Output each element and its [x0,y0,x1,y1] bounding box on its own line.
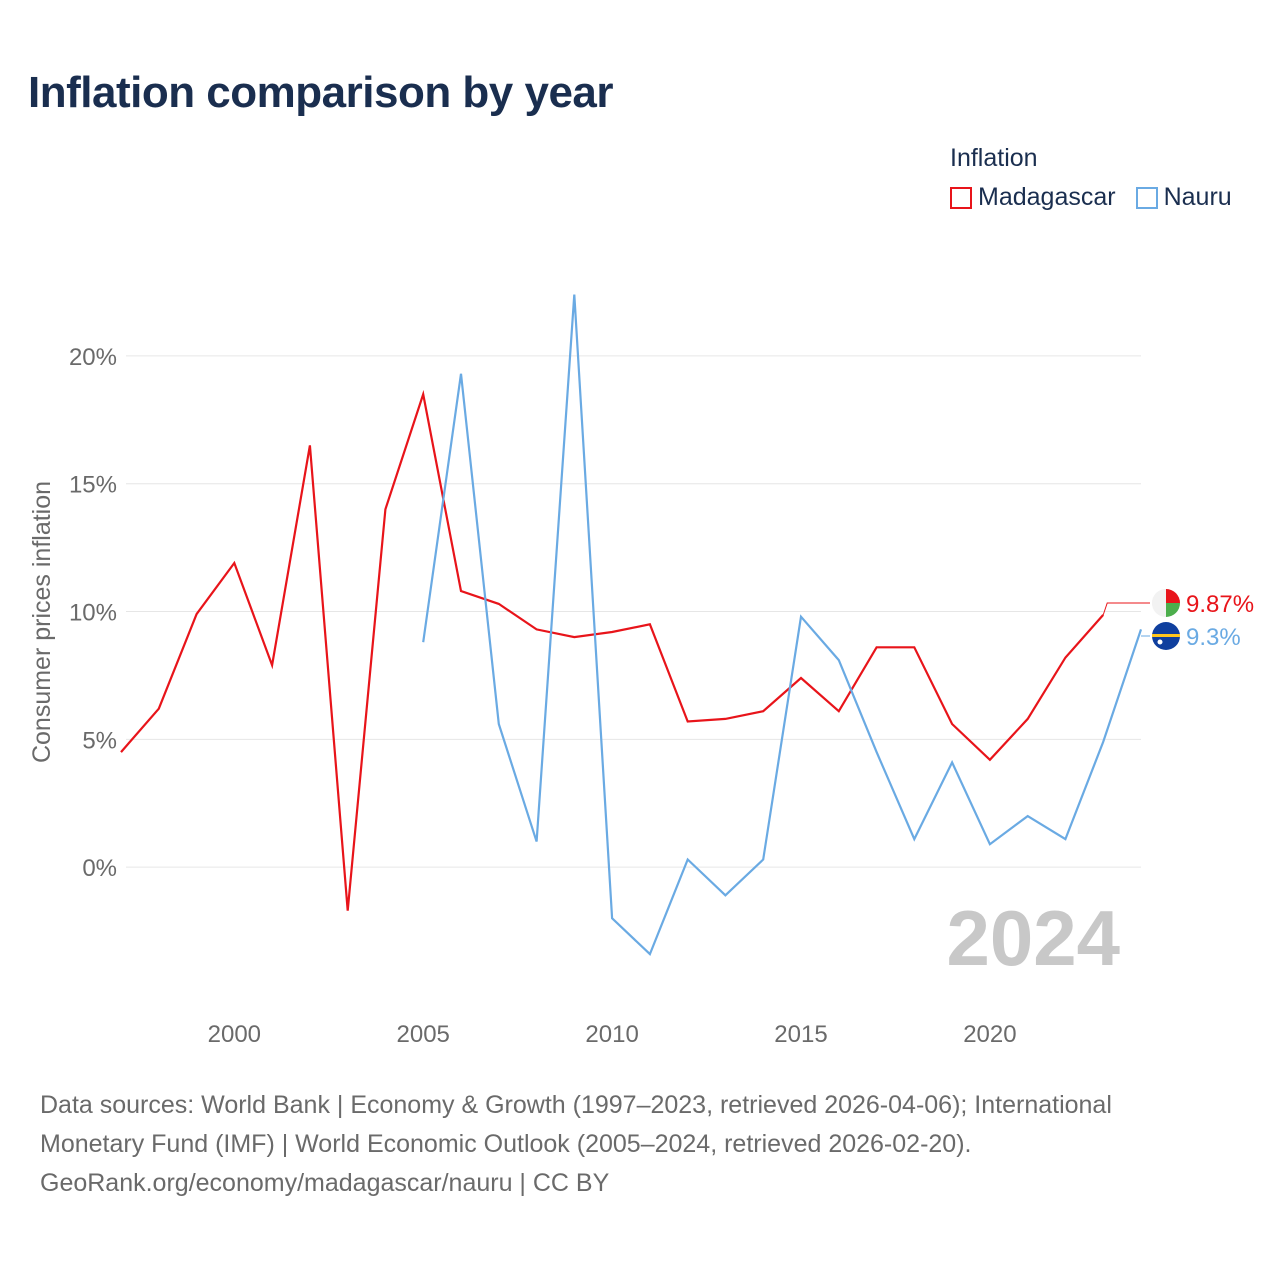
data-point-madagascar [459,589,463,593]
data-point-madagascar [723,717,727,721]
source-line-1: Data sources: World Bank | Economy & Gro… [40,1091,1112,1119]
madagascar-flag-icon [1152,589,1180,617]
data-point-madagascar [119,750,123,754]
data-point-nauru [837,658,841,662]
data-point-madagascar [535,627,539,631]
data-point-madagascar [686,719,690,723]
data-point-madagascar [610,630,614,634]
data-point-madagascar [837,709,841,713]
source-line-3[interactable]: GeoRank.org/economy/madagascar/nauru | C… [40,1169,610,1197]
nauru-flag-icon [1152,622,1180,650]
data-point-madagascar [1063,656,1067,660]
x-axis: 2000 2005 2010 2015 2020 [208,1021,1017,1048]
series-line-madagascar [120,389,1105,911]
series-line-nauru [422,294,1143,957]
data-point-madagascar [157,707,161,711]
series-group: 9.87% 9.3% [119,293,1254,957]
source-line-2: Monetary Fund (IMF) | World Economic Out… [40,1130,972,1158]
grid [126,355,1141,868]
data-point-madagascar [988,758,992,762]
end-label-nauru: 9.3% [1186,624,1241,651]
data-point-madagascar [950,722,954,726]
end-markers [1152,589,1180,650]
data-point-nauru [875,750,879,754]
legend-swatch-madagascar [950,186,972,209]
data-point-nauru [535,840,539,844]
legend-item-nauru[interactable]: Nauru [1135,183,1232,212]
legend-title: Inflation [950,144,1038,172]
data-point-madagascar [383,507,387,511]
x-tick-label: 2020 [963,1021,1016,1048]
x-tick-label: 2015 [774,1021,827,1048]
data-point-nauru [1139,627,1143,631]
data-point-nauru [723,893,727,897]
y-axis-label: Consumer prices inflation [28,481,56,763]
data-point-nauru [950,760,954,764]
y-tick-label: 0% [82,855,117,882]
data-point-nauru [912,837,916,841]
data-point-nauru [686,858,690,862]
x-tick-label: 2010 [585,1021,638,1048]
y-tick-label: 5% [82,727,117,754]
legend-label-nauru: Nauru [1163,183,1232,211]
legend-swatch-nauru [1135,186,1158,209]
data-point-madagascar [912,645,916,649]
data-point-madagascar [648,622,652,626]
data-point-madagascar [232,561,236,565]
data-point-madagascar [875,645,879,649]
year-annotation: 2024 [946,894,1120,982]
data-point-madagascar [761,709,765,713]
y-tick-label: 20% [69,344,117,371]
data-point-nauru [1101,740,1105,744]
data-point-nauru [497,722,501,726]
data-point-madagascar [270,663,274,667]
data-point-nauru [610,916,614,920]
data-point-madagascar [1026,717,1030,721]
data-point-nauru [761,858,765,862]
x-tick-label: 2000 [208,1021,261,1048]
data-point-nauru [572,293,576,297]
legend-label-madagascar: Madagascar [978,183,1116,211]
end-label-madagascar: 9.87% [1186,591,1254,618]
legend-item-madagascar[interactable]: Madagascar [950,183,1116,212]
line-chart: 0% 5% 10% 15% 20% 2000 2005 2010 2015 2020 Consu… [28,293,1254,1048]
data-point-nauru [1026,814,1030,818]
data-point-nauru [1063,837,1067,841]
y-axis: 0% 5% 10% 15% 20% [69,344,117,882]
data-point-madagascar [346,909,350,913]
data-point-madagascar [308,443,312,447]
end-label-leader-madagascar [1102,602,1150,616]
data-point-madagascar [572,635,576,639]
x-tick-label: 2005 [397,1021,450,1048]
data-point-madagascar [421,392,425,396]
data-point-nauru [459,372,463,376]
y-tick-label: 10% [69,600,117,627]
data-point-nauru [799,615,803,619]
data-point-nauru [421,640,425,644]
data-point-madagascar [799,676,803,680]
legend: Inflation Madagascar Nauru [950,144,1232,212]
source-note: Data sources: World Bank | Economy & Gro… [40,1086,1240,1203]
data-point-nauru [988,842,992,846]
chart-title: Inflation comparison by year [28,68,614,117]
data-point-nauru [648,952,652,956]
data-point-madagascar [195,612,199,616]
data-point-madagascar [497,602,501,606]
y-tick-label: 15% [69,472,117,499]
